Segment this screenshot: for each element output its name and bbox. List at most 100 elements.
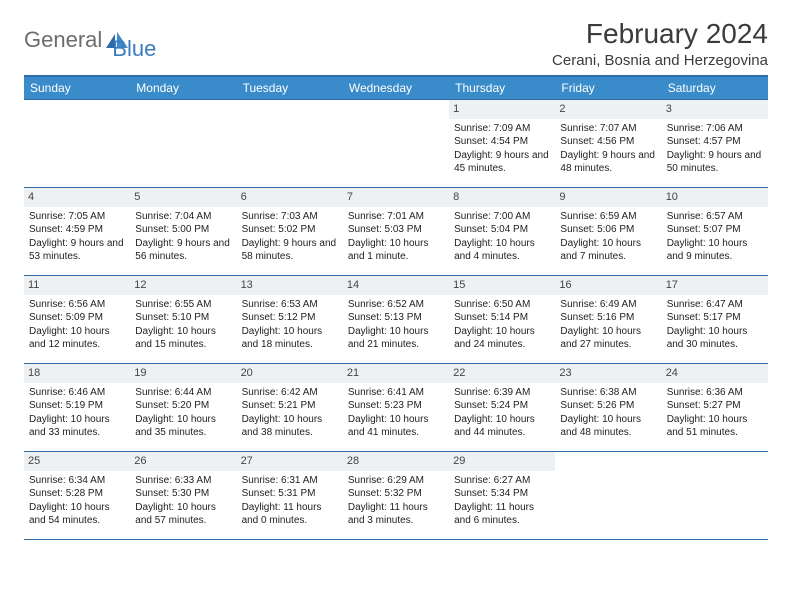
- daylight-text: Daylight: 10 hours and 57 minutes.: [135, 501, 231, 528]
- sunrise-text: Sunrise: 6:38 AM: [560, 386, 656, 400]
- calendar-row: 25Sunrise: 6:34 AMSunset: 5:28 PMDayligh…: [24, 452, 768, 540]
- day-number: 24: [662, 364, 768, 383]
- header: General Blue February 2024 Cerani, Bosni…: [24, 18, 768, 69]
- sunset-text: Sunset: 5:10 PM: [135, 311, 231, 325]
- calendar-row: 1 Sunrise: 7:09 AMSunset: 4:54 PM Daylight…: [24, 100, 768, 188]
- sunset-text: Sunset: 5:19 PM: [29, 399, 125, 413]
- calendar-row: 4Sunrise: 7:05 AMSunset: 4:59 PMDaylight…: [24, 188, 768, 276]
- calendar-cell: 19Sunrise: 6:44 AMSunset: 5:20 PMDayligh…: [130, 364, 236, 452]
- day-number: 22: [449, 364, 555, 383]
- daylight-text: Daylight: 10 hours and 12 minutes.: [29, 325, 125, 352]
- sunrise-text: Sunrise: 6:33 AM: [135, 474, 231, 488]
- sunrise-text: Sunrise: 6:55 AM: [135, 298, 231, 312]
- calendar-cell: 15 Sunrise: 6:50 AMSunset: 5:14 PMDayligh…: [449, 276, 555, 364]
- sunset-text: Sunset: 5:24 PM: [454, 399, 550, 413]
- day-number: 23: [555, 364, 661, 383]
- sunrise-text: Sunrise: 6:41 AM: [348, 386, 444, 400]
- sunset-text: Sunset: 5:34 PM: [454, 487, 550, 501]
- sunset-text: Sunset: 5:31 PM: [242, 487, 338, 501]
- sunset-text: Sunset: 5:32 PM: [348, 487, 444, 501]
- daylight-text: Daylight: 10 hours and 54 minutes.: [29, 501, 125, 528]
- calendar-cell: 13Sunrise: 6:53 AMSunset: 5:12 PMDayligh…: [237, 276, 343, 364]
- day-number: 15: [449, 276, 555, 295]
- daylight-text: Daylight: 10 hours and 38 minutes.: [242, 413, 338, 440]
- calendar-cell: 16Sunrise: 6:49 AMSunset: 5:16 PMDayligh…: [555, 276, 661, 364]
- daylight-text: Daylight: 9 hours and 50 minutes.: [667, 149, 763, 176]
- weekday-header: Wednesday: [343, 76, 449, 100]
- day-number: 11: [24, 276, 130, 295]
- weekday-header: Tuesday: [237, 76, 343, 100]
- day-number: 2: [555, 100, 661, 119]
- sunset-text: Sunset: 5:28 PM: [29, 487, 125, 501]
- day-number: 25: [24, 452, 130, 471]
- sunrise-text: Sunrise: 7:03 AM: [242, 210, 338, 224]
- sunset-text: Sunset: 5:14 PM: [454, 311, 550, 325]
- day-number: 14: [343, 276, 449, 295]
- daylight-text: Daylight: 10 hours and 9 minutes.: [667, 237, 763, 264]
- sunset-text: Sunset: 4:59 PM: [29, 223, 125, 237]
- sunrise-text: Sunrise: 6:31 AM: [242, 474, 338, 488]
- logo-blue: Blue: [112, 36, 156, 62]
- calendar-cell: 3Sunrise: 7:06 AMSunset: 4:57 PMDaylight…: [662, 100, 768, 188]
- sunrise-text: Sunrise: 7:09 AM: [454, 122, 550, 136]
- calendar-row: 11Sunrise: 6:56 AMSunset: 5:09 PMDayligh…: [24, 276, 768, 364]
- sunrise-text: Sunrise: 7:05 AM: [29, 210, 125, 224]
- calendar-cell: 21Sunrise: 6:41 AMSunset: 5:23 PMDayligh…: [343, 364, 449, 452]
- daylight-text: Daylight: 10 hours and 15 minutes.: [135, 325, 231, 352]
- day-number: 1: [449, 100, 555, 119]
- sunrise-text: Sunrise: 6:50 AM: [454, 298, 550, 312]
- daylight-text: Daylight: 10 hours and 33 minutes.: [29, 413, 125, 440]
- daylight-text: Daylight: 10 hours and 24 minutes.: [454, 325, 550, 352]
- day-number: 12: [130, 276, 236, 295]
- daylight-text: Daylight: 11 hours and 3 minutes.: [348, 501, 444, 528]
- sunrise-text: Sunrise: 6:52 AM: [348, 298, 444, 312]
- calendar-cell: 5Sunrise: 7:04 AMSunset: 5:00 PMDaylight…: [130, 188, 236, 276]
- sunset-text: Sunset: 5:30 PM: [135, 487, 231, 501]
- daylight-text: Daylight: 10 hours and 21 minutes.: [348, 325, 444, 352]
- sunset-text: Sunset: 5:26 PM: [560, 399, 656, 413]
- logo: General Blue: [24, 18, 156, 62]
- calendar-cell: 9Sunrise: 6:59 AMSunset: 5:06 PMDaylight…: [555, 188, 661, 276]
- day-number: 4: [24, 188, 130, 207]
- calendar-cell: 24Sunrise: 6:36 AMSunset: 5:27 PMDayligh…: [662, 364, 768, 452]
- sunset-text: Sunset: 4:56 PM: [560, 135, 656, 149]
- calendar-cell: 4 Sunrise: 7:05 AMSunset: 4:59 PMDaylight…: [24, 188, 130, 276]
- daylight-text: Daylight: 10 hours and 51 minutes.: [667, 413, 763, 440]
- day-number: 7: [343, 188, 449, 207]
- weekday-header: Thursday: [449, 76, 555, 100]
- calendar-cell: 8Sunrise: 7:00 AMSunset: 5:04 PMDaylight…: [449, 188, 555, 276]
- sunset-text: Sunset: 5:21 PM: [242, 399, 338, 413]
- calendar-cell: [24, 100, 130, 188]
- day-number: 21: [343, 364, 449, 383]
- sunset-text: Sunset: 4:57 PM: [667, 135, 763, 149]
- sunset-text: Sunset: 5:16 PM: [560, 311, 656, 325]
- calendar-cell: 11Sunrise: 6:56 AMSunset: 5:09 PMDayligh…: [24, 276, 130, 364]
- daylight-text: Daylight: 10 hours and 41 minutes.: [348, 413, 444, 440]
- calendar-cell: 10Sunrise: 6:57 AMSunset: 5:07 PMDayligh…: [662, 188, 768, 276]
- calendar-cell: 25 Sunrise: 6:34 AMSunset: 5:28 PMDayligh…: [24, 452, 130, 540]
- daylight-text: Daylight: 9 hours and 53 minutes.: [29, 237, 125, 264]
- day-number: 29: [449, 452, 555, 471]
- daylight-text: Daylight: 9 hours and 56 minutes.: [135, 237, 231, 264]
- weekday-header: Sunday: [24, 76, 130, 100]
- sunrise-text: Sunrise: 6:34 AM: [29, 474, 125, 488]
- sunrise-text: Sunrise: 6:53 AM: [242, 298, 338, 312]
- daylight-text: Daylight: 10 hours and 48 minutes.: [560, 413, 656, 440]
- calendar-body: 1 Sunrise: 7:09 AMSunset: 4:54 PM Daylight…: [24, 100, 768, 540]
- sunset-text: Sunset: 5:00 PM: [135, 223, 231, 237]
- sunrise-text: Sunrise: 6:27 AM: [454, 474, 550, 488]
- daylight-text: Daylight: 10 hours and 27 minutes.: [560, 325, 656, 352]
- day-number: 27: [237, 452, 343, 471]
- sunrise-text: Sunrise: 7:01 AM: [348, 210, 444, 224]
- day-number: 16: [555, 276, 661, 295]
- sunrise-text: Sunrise: 7:07 AM: [560, 122, 656, 136]
- sunrise-text: Sunrise: 6:36 AM: [667, 386, 763, 400]
- sunrise-text: Sunrise: 6:29 AM: [348, 474, 444, 488]
- sunset-text: Sunset: 5:07 PM: [667, 223, 763, 237]
- sunrise-text: Sunrise: 7:00 AM: [454, 210, 550, 224]
- calendar-cell: 29Sunrise: 6:27 AMSunset: 5:34 PMDayligh…: [449, 452, 555, 540]
- location: Cerani, Bosnia and Herzegovina: [552, 52, 768, 69]
- sunset-text: Sunset: 5:12 PM: [242, 311, 338, 325]
- sunset-text: Sunset: 4:54 PM: [454, 135, 550, 149]
- calendar-cell: 12 Sunrise: 6:55 AMSunset: 5:10 PMDayligh…: [130, 276, 236, 364]
